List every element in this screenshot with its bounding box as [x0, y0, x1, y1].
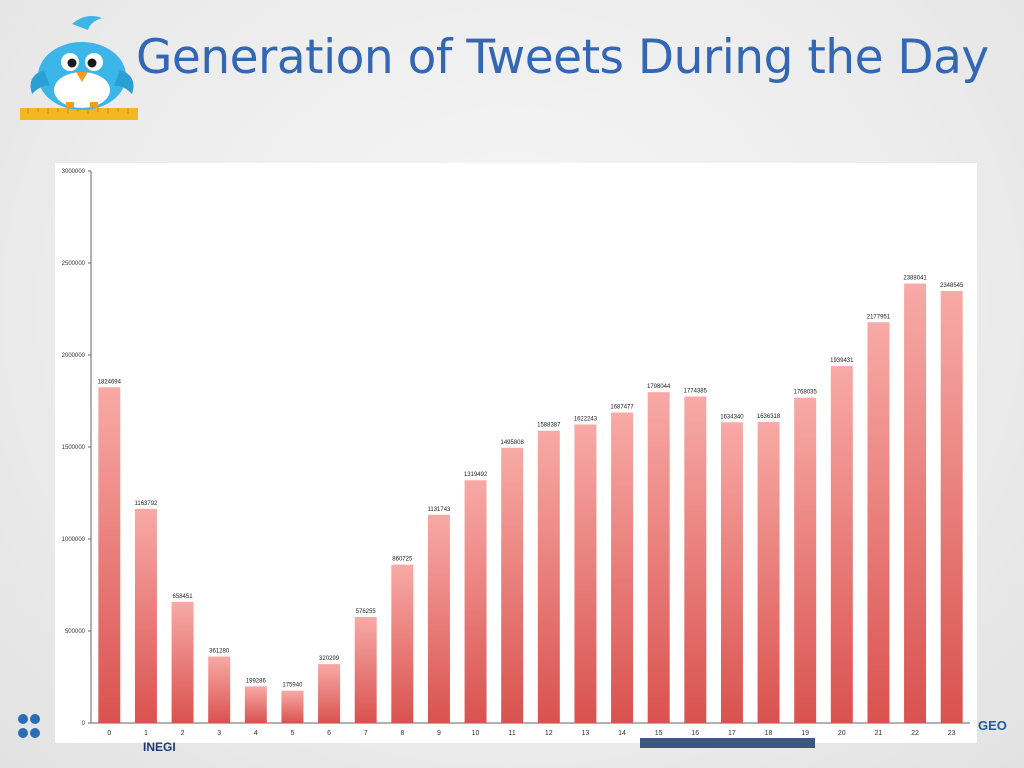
- data-label: 2348545: [940, 283, 964, 289]
- x-tick-label: 4: [254, 730, 258, 737]
- bar-12: [537, 430, 560, 723]
- y-tick-label: 2000000: [62, 353, 86, 359]
- data-label: 1622243: [574, 417, 598, 423]
- social-icon: [30, 728, 40, 738]
- x-tick-label: 20: [838, 730, 846, 737]
- x-tick-label: 10: [472, 730, 480, 737]
- bar-0: [98, 387, 121, 723]
- x-tick-label: 15: [655, 730, 663, 737]
- footer-banner: [640, 738, 815, 748]
- data-label: 1495808: [501, 440, 525, 446]
- x-tick-label: 18: [765, 730, 773, 737]
- x-tick-label: 12: [545, 730, 553, 737]
- data-label: 361280: [209, 649, 230, 655]
- data-label: 1798044: [647, 384, 671, 390]
- social-icon: [18, 728, 28, 738]
- x-tick-label: 21: [875, 730, 883, 737]
- bar-chart: 0 500000 1000000 1500000 2000000 2500000 30000…: [55, 163, 977, 743]
- x-tick-label: 5: [290, 730, 294, 737]
- footer-geo-label: GEO: [978, 718, 1007, 733]
- x-tick-label: 16: [691, 730, 699, 737]
- data-label: 2177951: [867, 314, 891, 320]
- bar-7: [354, 616, 377, 723]
- social-icons: [18, 714, 58, 744]
- bar-4: [244, 686, 267, 723]
- x-tick-label: 11: [509, 730, 516, 737]
- data-label: 1774385: [684, 389, 708, 395]
- bar-16: [684, 396, 707, 723]
- data-label: 1588387: [537, 423, 561, 429]
- bar-10: [464, 480, 487, 723]
- bar-19: [794, 397, 817, 723]
- x-tick-label: 13: [582, 730, 590, 737]
- data-label: 1163792: [134, 501, 158, 507]
- data-label: 1634340: [720, 414, 744, 420]
- bar-2: [171, 601, 194, 723]
- x-tick-label: 1: [144, 730, 148, 737]
- data-label: 1768035: [794, 390, 818, 396]
- x-tick-label: 17: [728, 730, 736, 737]
- data-label: 1687477: [610, 405, 634, 411]
- bar-17: [720, 422, 743, 723]
- x-tick-label: 14: [618, 730, 626, 737]
- data-label: 320299: [319, 656, 340, 662]
- bar-23: [940, 290, 963, 723]
- data-label: 175940: [282, 683, 303, 689]
- x-tick-label: 9: [437, 730, 441, 737]
- page-title: Generation of Tweets During the Day: [136, 30, 989, 85]
- data-label: 199286: [246, 678, 267, 684]
- axes: 0 500000 1000000 1500000 2000000 2500000 30000…: [62, 169, 970, 727]
- bar-3: [208, 656, 231, 723]
- x-tick-label: 19: [801, 730, 809, 737]
- bar-22: [904, 283, 927, 723]
- footer-org-label: INEGI: [143, 740, 176, 754]
- y-tick-label: 2500000: [62, 261, 86, 267]
- x-tick-label: 7: [364, 730, 368, 737]
- bar-15: [647, 392, 670, 723]
- bar-18: [757, 421, 780, 723]
- y-tick-label: 0: [82, 721, 86, 727]
- social-icon: [30, 714, 40, 724]
- y-tick-label: 3000000: [62, 169, 86, 175]
- social-icon: [18, 714, 28, 724]
- bar-8: [391, 564, 414, 723]
- y-tick-label: 500000: [65, 629, 86, 635]
- bars: [98, 283, 963, 723]
- x-tick-label: 8: [400, 730, 404, 737]
- bar-13: [574, 424, 597, 723]
- data-labels: 1824694011637921658451236128031992864175…: [98, 276, 964, 737]
- bird-logo-icon: [20, 16, 138, 120]
- bar-11: [501, 447, 524, 723]
- data-label: 1131743: [427, 507, 451, 513]
- x-tick-label: 22: [911, 730, 919, 737]
- y-tick-label: 1000000: [62, 537, 86, 543]
- bar-1: [134, 508, 157, 723]
- data-label: 658451: [173, 594, 194, 600]
- bar-21: [867, 322, 890, 723]
- bar-5: [281, 690, 304, 723]
- bar-14: [611, 412, 634, 723]
- data-label: 860725: [392, 557, 413, 563]
- y-tick-label: 1500000: [62, 445, 86, 451]
- x-tick-label: 23: [948, 730, 956, 737]
- x-tick-label: 3: [217, 730, 221, 737]
- data-label: 1939431: [830, 358, 854, 364]
- data-label: 576255: [356, 609, 377, 615]
- bar-6: [318, 664, 341, 723]
- bar-20: [830, 366, 853, 723]
- data-label: 1319492: [464, 472, 488, 478]
- chart-canvas: 0 500000 1000000 1500000 2000000 2500000 30000…: [62, 169, 970, 737]
- data-label: 2388041: [903, 276, 927, 282]
- x-tick-label: 0: [107, 730, 111, 737]
- x-tick-label: 2: [181, 730, 185, 737]
- data-label: 1824694: [98, 379, 122, 385]
- data-label: 1636318: [757, 414, 781, 420]
- bar-9: [427, 514, 450, 723]
- x-tick-label: 6: [327, 730, 331, 737]
